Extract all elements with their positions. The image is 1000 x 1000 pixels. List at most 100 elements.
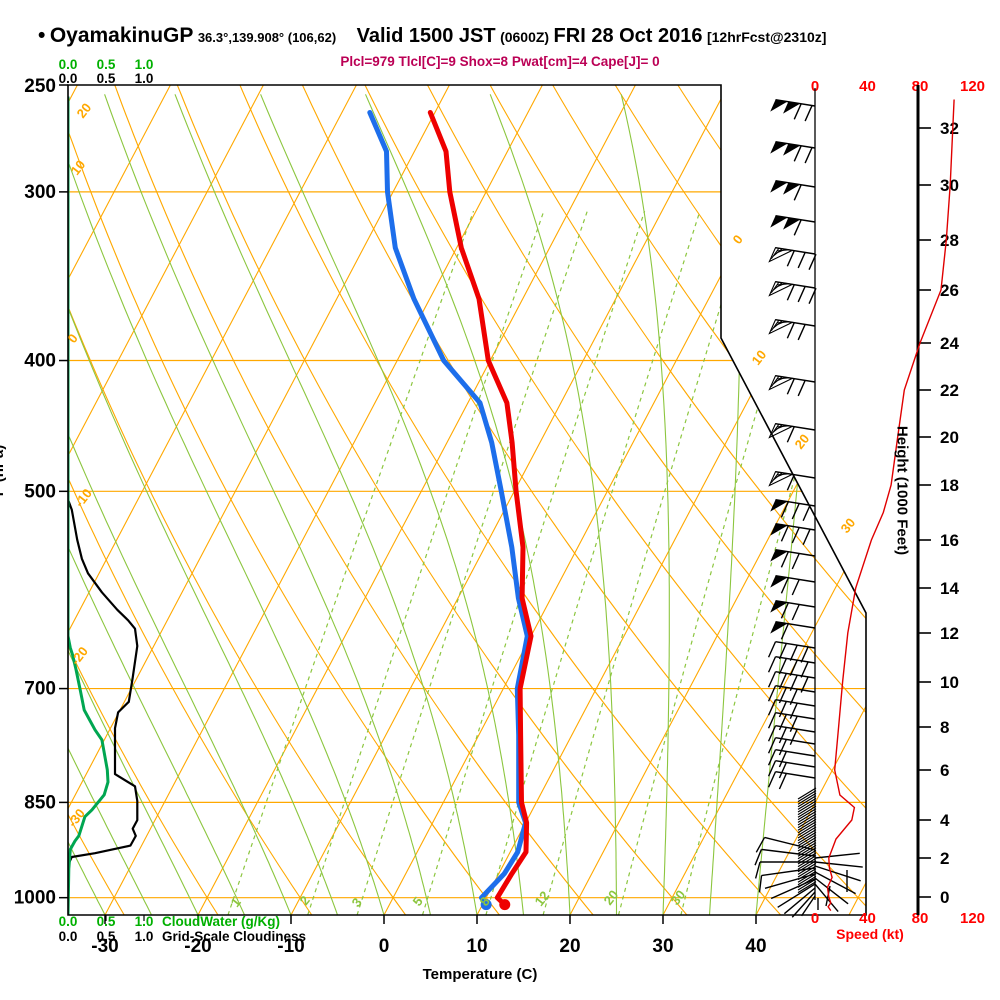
cloudiness-scale-bottom: 0.0 [59,929,78,944]
isotherm-line [383,85,822,915]
dewpoint-surface-dot [480,899,492,911]
pressure-tick-label: 400 [24,351,56,372]
isotherm-line [848,85,866,915]
height-tick-label: 32 [940,119,959,138]
temperature-axis-title: Temperature (C) [422,966,538,983]
isotherm-label: 10 [749,347,770,368]
height-tick-label: 30 [940,176,959,195]
mixing-ratio-line [421,210,646,915]
isotherm-label: 20 [792,431,813,452]
plot-area [68,85,866,915]
speed-tick-label-top: 0 [811,78,819,95]
height-tick-label: 18 [940,476,959,495]
isotherm-line [68,85,171,915]
mixing-ratio-label: 5 [410,894,426,909]
isotherm-line [569,85,866,915]
isotherm-line [68,85,264,915]
isotherm-line [755,85,866,915]
isotherm-line [290,85,729,915]
height-tick-label: 22 [940,381,959,400]
dewpoint-curve [367,110,530,908]
cloudiness-scale-top: 0.5 [97,71,116,86]
chart-title: • OyamakinuGP 36.3°,139.908° (106,62) Va… [38,24,826,48]
temperature-tick-label: -30 [91,936,118,957]
isotherm-label: 0 [730,232,746,247]
cloudwater-scale-bottom: 0.5 [97,914,116,929]
speed-tick-label-top: 120 [960,78,985,95]
height-tick-label: 6 [940,761,949,780]
dry-adiabat-line [239,85,782,915]
moist-adiabat-line [104,94,432,915]
temperature-curve [427,110,534,908]
cloudiness-scale-bottom: 0.5 [97,929,116,944]
grid-scale-cloudiness-curve [68,96,139,915]
wind-barb-column [754,99,863,918]
temperature-tick-label: 20 [559,936,580,957]
dry-adiabat-label: 20 [74,100,95,121]
cloudwater-caption: CloudWater (g/Kg) [162,914,280,929]
mixing-ratio-line [307,210,545,915]
station-name: OyamakinuGP [49,24,194,47]
dry-adiabat-line [301,85,866,915]
moist-adiabat-line [68,94,385,915]
pressure-tick-label: 250 [24,76,56,97]
moist-adiabat-line [68,94,246,915]
valid-time: Valid 1500 JST [356,25,496,47]
cloudwater-scale-top: 0.0 [59,57,78,72]
height-tick-label: 12 [940,624,959,643]
dry-adiabat-line [489,85,866,915]
dry-adiabat-line [68,85,500,915]
background-isopleths [68,85,866,915]
isotherm-line [662,85,866,915]
speed-tick-label-top: 40 [859,78,876,95]
cloudiness-scale-bottom: 1.0 [135,929,154,944]
temperature-tick-label: 10 [466,936,487,957]
mixing-ratio-line [542,210,751,915]
mixing-ratio-label: 30 [668,887,689,908]
height-tick-label: 0 [940,888,949,907]
height-tick-label: 8 [940,718,949,737]
moist-adiabat-line [68,94,339,915]
cloudwater-scale-bottom: 0.0 [59,914,78,929]
dry-adiabat-line [114,85,594,915]
plot-border [67,84,867,916]
isotherm-line [68,85,357,915]
height-tick-label: 16 [940,531,959,550]
pressure-tick-label: 850 [24,792,56,813]
mixing-ratio-line [227,210,475,915]
cloudiness-scale-top: 1.0 [135,71,154,86]
height-tick-label: 14 [940,579,959,598]
pressure-tick-label: 300 [24,182,56,203]
dry-adiabat-label: 10 [68,157,89,178]
temperature-tick-label: -20 [184,936,211,957]
cloudiness-scale-top: 0.0 [59,71,78,86]
station-coords: 36.3°,139.908° (106,62) [197,30,337,45]
speed-tick-label-bottom: 120 [960,910,985,927]
moist-adiabat-line [620,94,670,915]
dry-adiabat-line [614,85,866,915]
cloudwater-scale-top: 1.0 [135,57,154,72]
speed-tick-label-bottom: 40 [859,910,876,927]
cloudwater-scale-top: 0.5 [97,57,116,72]
moist-adiabat-line [489,94,618,915]
isotherm-line [197,85,636,915]
mixing-ratio-line [356,210,588,915]
pressure-axis-title: P (hPa) [0,444,8,496]
moist-adiabat-line [708,94,742,915]
speed-tick-label-top: 80 [912,78,929,95]
pressure-tick-label: 700 [24,679,56,700]
mixing-ratio-line [485,210,701,915]
speed-tick-label-bottom: 80 [912,910,929,927]
dry-adiabat-line [427,85,866,915]
dry-adiabat-line [176,85,688,915]
stability-indices-line: Plcl=979 Tlcl[C]=9 Shox=8 Pwat[cm]=4 Cap… [340,54,660,69]
forecast-tag: [12hrFcst@2310z] [706,29,827,45]
valid-date: FRI 28 Oct 2016 [553,25,703,47]
height-tick-label: 28 [940,231,959,250]
station-bullet: • [38,24,46,47]
temperature-surface-dot [499,899,511,911]
height-tick-label: 24 [940,334,959,353]
moist-adiabat-line [68,94,152,915]
temperature-tick-label: 0 [379,936,390,957]
